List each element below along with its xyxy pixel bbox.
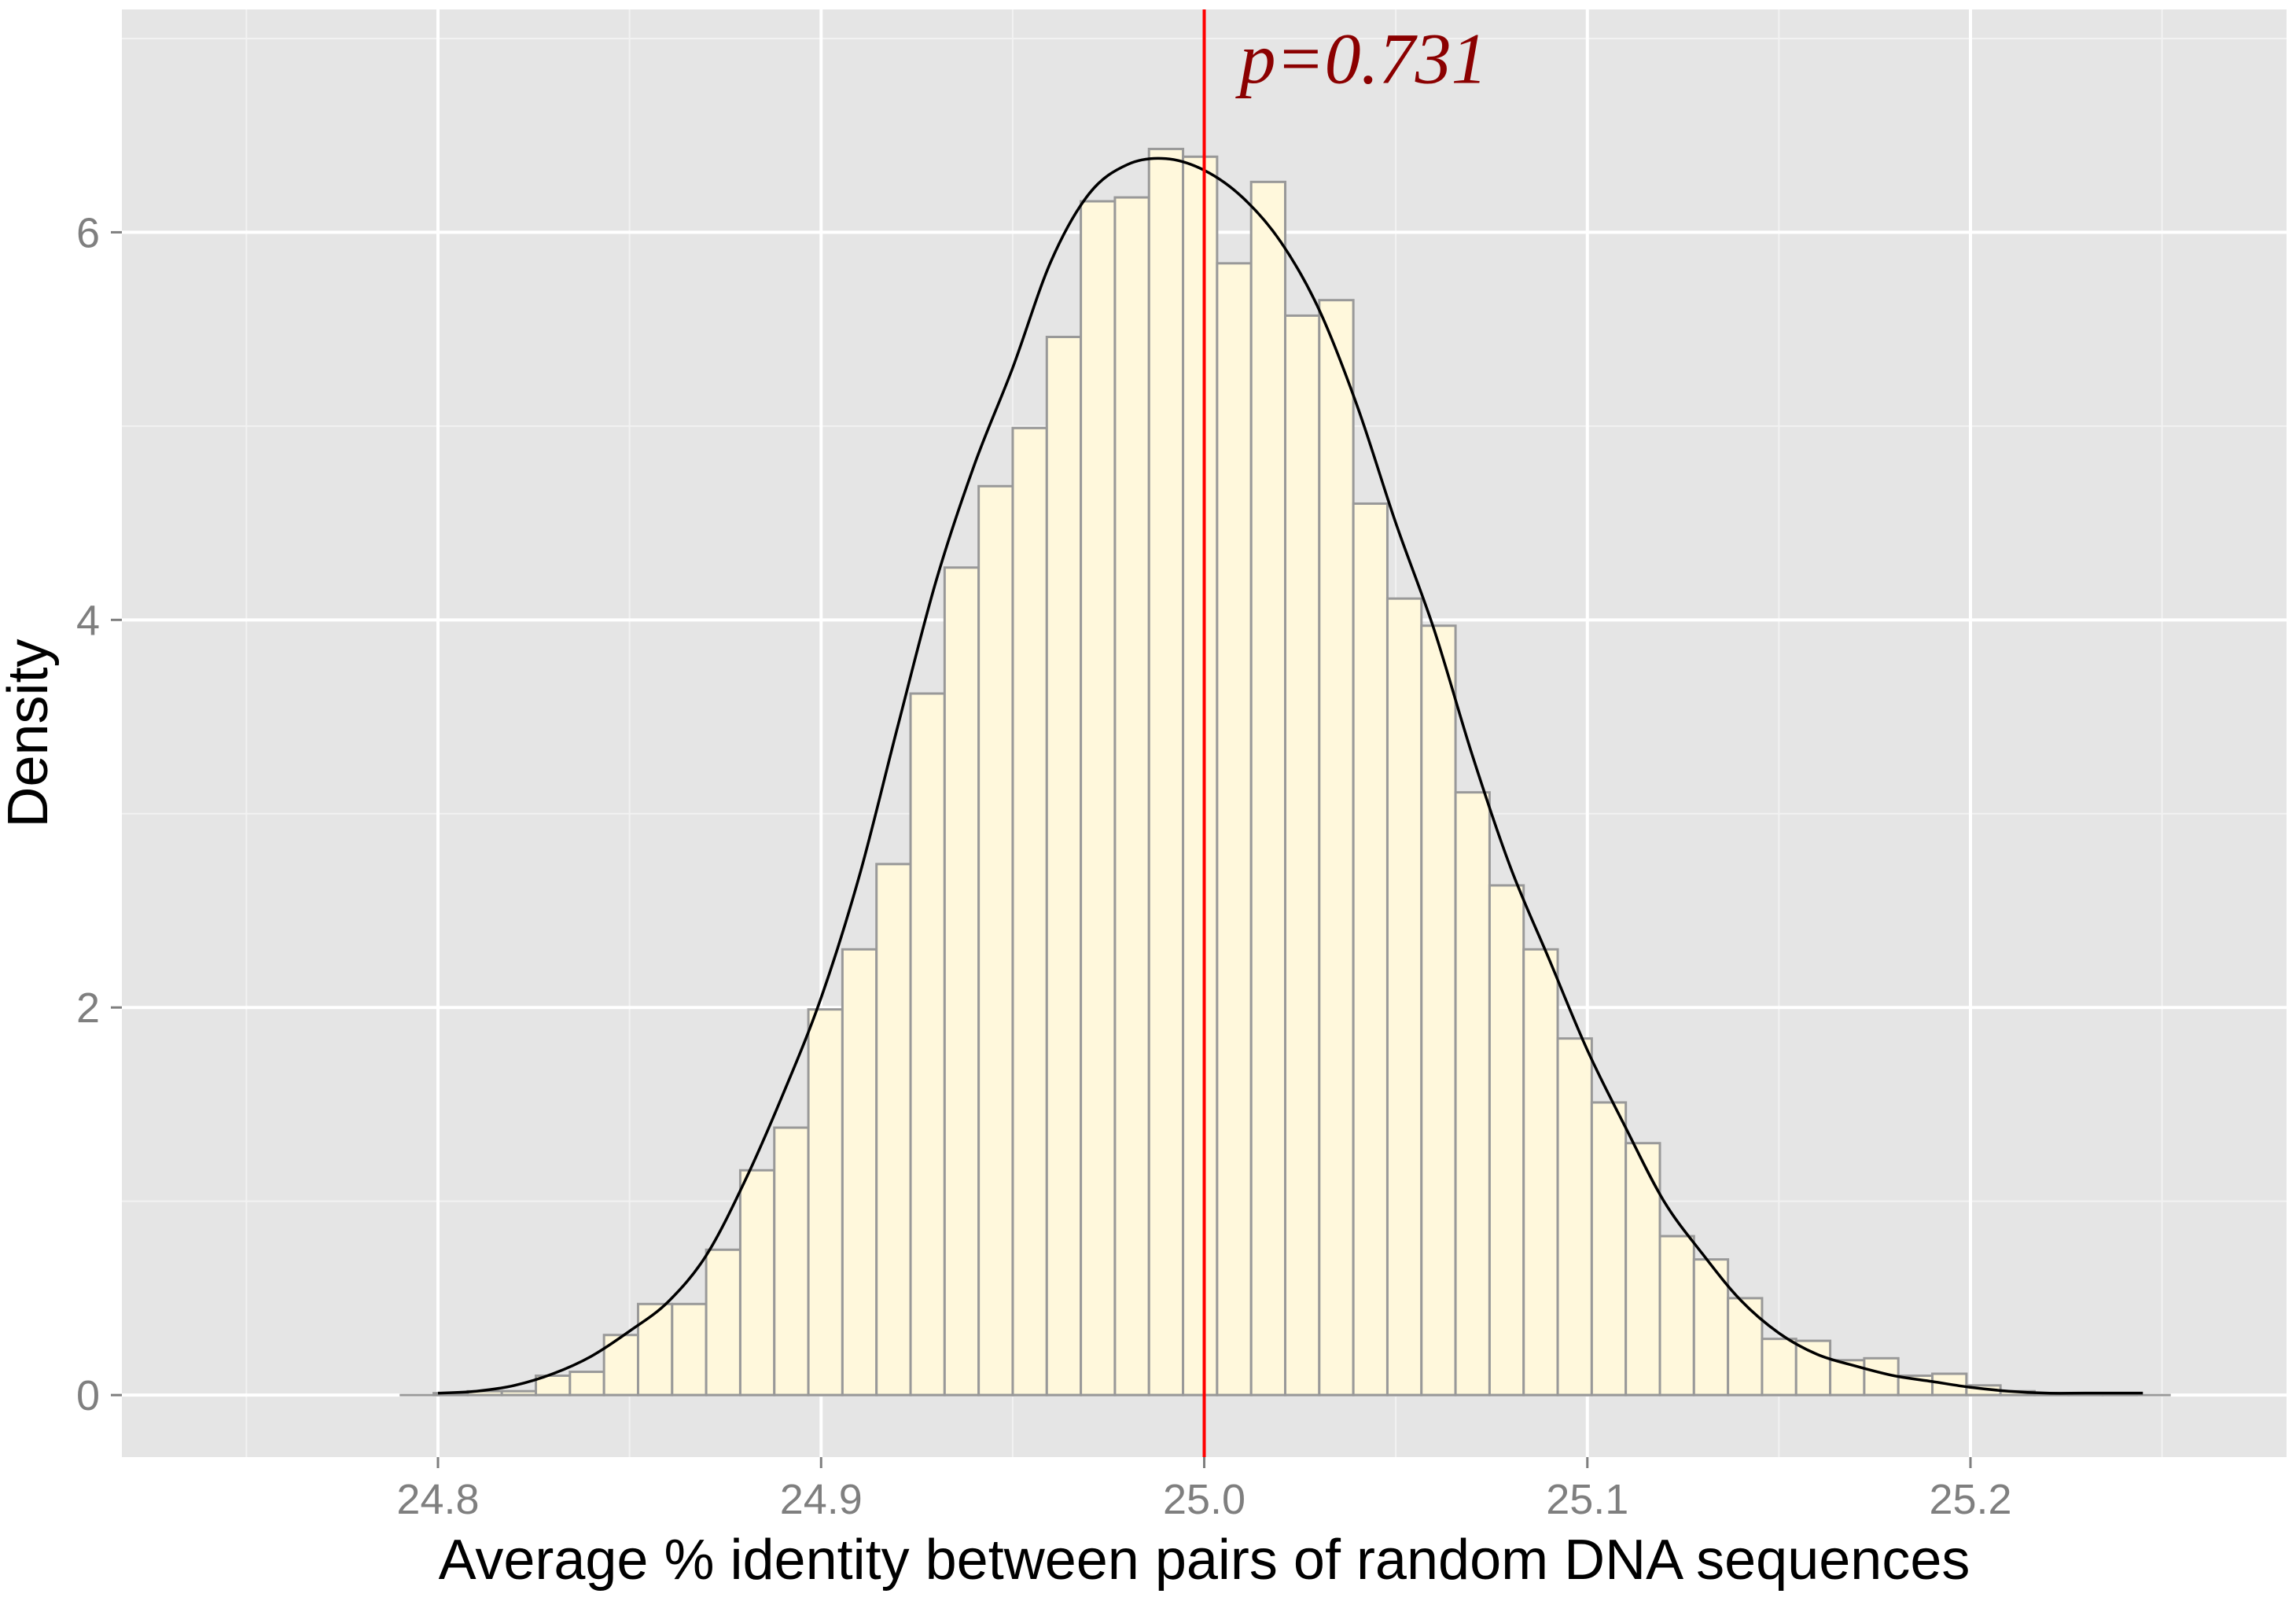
histogram-bar: [875, 863, 912, 1397]
histogram-bar: [1080, 200, 1117, 1397]
histogram-bar: [1488, 884, 1525, 1397]
histogram-bar: [1216, 262, 1253, 1397]
y-tick-label: 4: [76, 597, 100, 644]
x-tick-label: 25.1: [1546, 1476, 1628, 1523]
histogram-bar: [705, 1248, 741, 1397]
x-axis-ticks: 24.8 24.9 25.0 25.1 25.2: [396, 1457, 2012, 1523]
y-tick-label: 0: [76, 1372, 100, 1419]
histogram-bar: [977, 484, 1014, 1397]
histogram-bar: [738, 1169, 776, 1397]
histogram-bar: [1761, 1338, 1797, 1397]
histogram-bar: [1794, 1339, 1832, 1397]
histogram-bar: [807, 1008, 844, 1397]
histogram-bar: [1385, 597, 1423, 1397]
histogram-bar: [1249, 180, 1287, 1397]
x-axis-title: Average % identity between pairs of rand…: [439, 1529, 1970, 1592]
histogram-bar: [1420, 624, 1457, 1397]
histogram-bar: [1113, 196, 1150, 1397]
histogram-bar: [1590, 1101, 1628, 1397]
histogram-bar: [1011, 426, 1048, 1397]
histogram-bars: [432, 147, 2138, 1397]
histogram-bar: [841, 948, 878, 1397]
histogram-bar: [636, 1302, 674, 1397]
y-axis-title: Density: [0, 639, 60, 827]
p-value-annotation: p=0.731: [1235, 19, 1488, 99]
y-tick-label: 6: [76, 209, 100, 256]
histogram-bar: [1829, 1359, 1866, 1397]
histogram-bar: [1658, 1235, 1695, 1397]
x-tick-label: 25.2: [1929, 1476, 2011, 1523]
histogram-bar: [568, 1371, 605, 1397]
histogram-bar: [1522, 948, 1559, 1397]
histogram-bar: [1352, 502, 1389, 1397]
histogram-bar: [1556, 1037, 1593, 1397]
x-tick-label: 24.8: [396, 1476, 479, 1523]
x-tick-label: 24.9: [780, 1476, 863, 1523]
histogram-bar: [1045, 336, 1083, 1397]
histogram-bar: [909, 692, 946, 1397]
histogram-bar: [773, 1126, 810, 1397]
histogram-bar: [1318, 299, 1355, 1397]
density-curve: [437, 156, 2143, 1395]
histogram-bar: [943, 566, 981, 1397]
histogram-bar: [671, 1302, 708, 1397]
histogram-bar: [1182, 155, 1219, 1397]
y-tick-label: 2: [76, 985, 100, 1032]
histogram-bar: [1727, 1297, 1764, 1397]
histogram-bar: [1454, 791, 1491, 1397]
histogram-bar: [1147, 147, 1185, 1397]
y-axis-ticks: 0 2 4 6: [76, 209, 122, 1419]
histogram-bar: [1284, 314, 1321, 1397]
histogram-bar: [1624, 1142, 1661, 1397]
x-tick-label: 25.0: [1163, 1476, 1246, 1523]
